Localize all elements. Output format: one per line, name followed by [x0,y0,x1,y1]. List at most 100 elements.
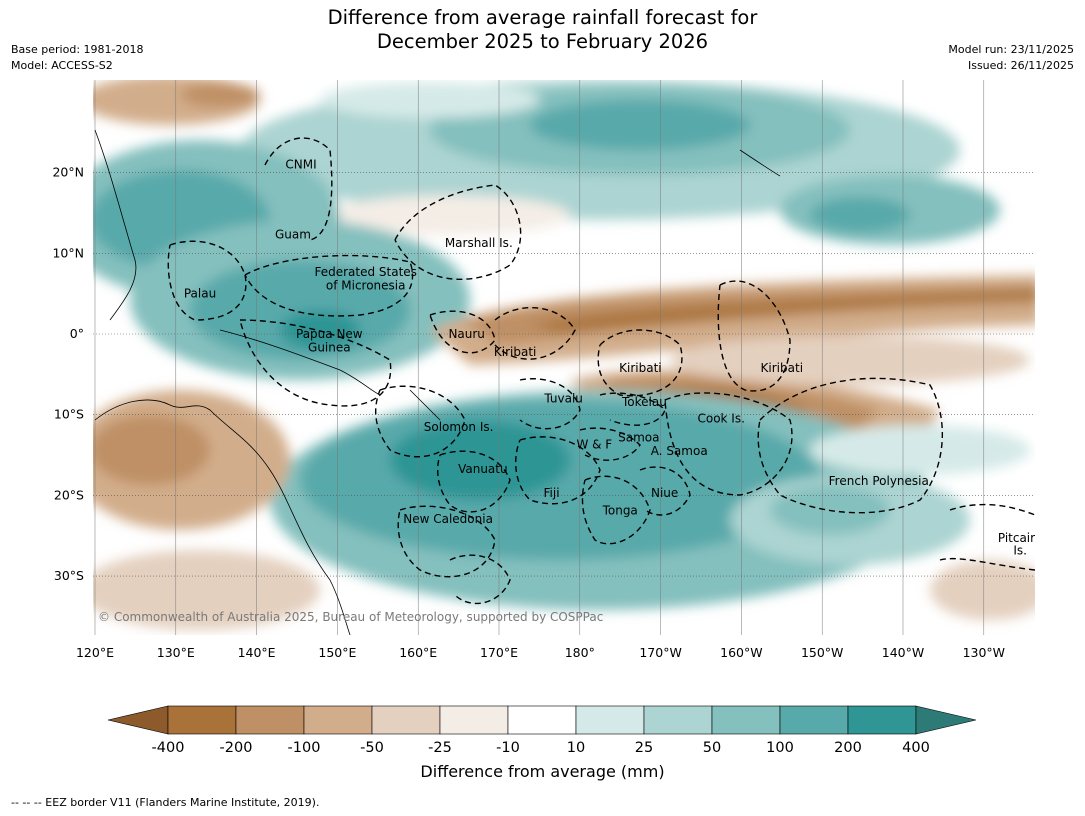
eez-borders [167,137,1035,605]
colorbar-tick-label: 10 [567,740,585,756]
issued-date: Issued: 26/11/2025 [967,59,1074,72]
eez-niue [639,466,691,516]
eez-norfolk [449,554,511,605]
colorbar-tick-label: -50 [360,740,384,756]
right-meta: Model run: 23/11/2025 Issued: 26/11/2025 [948,42,1074,74]
lon-tick-label: 140°E [238,645,276,660]
eez-new-caledonia [397,505,496,578]
rainfall-anomaly-fill [93,80,1035,630]
eez-wallis-samoa [579,427,641,461]
region-label: of Micronesia [326,279,406,293]
grid-lines [93,80,1035,635]
eez-fiji [515,436,601,505]
colorbar-extend-high [915,705,977,735]
longitude-ticks: 120°E 130°E 140°E 150°E 160°E 170°E 180° 170°W 1… [76,645,1005,660]
region-label: CNMI [285,158,316,172]
eez-footnote: -- -- -- EEZ border V11 (Flanders Marine… [11,796,320,809]
colorbar-label: Difference from average (mm) [420,762,665,781]
colorbar-tick-label: -10 [496,740,520,756]
colorbar-tick-label: 25 [635,740,653,756]
colorbar-tick-label: -200 [220,740,253,756]
lon-tick-label: 130°W [963,645,1005,660]
lon-tick-label: 160°E [399,645,437,660]
lon-tick-label: 150°E [318,645,356,660]
region-label: Tokelau [621,395,667,409]
eez-palau [167,240,247,321]
map-title: Difference from average rainfall forecas… [0,6,1085,54]
rainfall-map: © Commonwealth of Australia 2025, Bureau… [52,80,1043,756]
eez-kiribati-line [717,280,791,392]
region-label: Guinea [308,341,351,355]
colorbar-segment [439,705,509,735]
region-label: Guam [275,228,311,242]
colorbar-segment [235,705,305,735]
colorbar-segment [167,705,237,735]
colorbar-segment [779,705,849,735]
region-label: Marshall Is. [445,236,513,250]
region-label: W & F [576,438,612,452]
solomon-coast [409,389,441,421]
colorbar: -400 -200 -100 -50 -25 -10 10 25 50 100 200 400 [107,705,977,756]
region-label: Solomon Is. [424,420,494,434]
title-line-1: Difference from average rainfall forecas… [327,6,758,29]
region-label: Tuvalu [543,392,583,406]
lat-tick-label: 0° [70,326,84,341]
latitude-ticks: 20°N 10°N 0° 10°S 20°S 30°S [52,165,84,583]
lon-tick-label: 160°W [720,645,762,660]
eez-solomon [375,385,466,458]
australia-coast [94,399,351,635]
colorbar-tick-label: 50 [703,740,721,756]
region-label: French Polynesia [829,474,929,488]
eez-cook [664,392,793,496]
lat-tick-label: 10°S [54,407,84,422]
new-guinea-coast [219,329,381,396]
colorbar-segment [643,705,713,735]
colorbar-extend-low [107,705,169,735]
model-name: Model: ACCESS-S2 [11,59,113,72]
lon-tick-label: 170°W [639,645,681,660]
lat-tick-label: 10°N [52,245,84,260]
colorbar-tick-label: 100 [766,740,794,756]
lat-tick-label: 30°S [54,568,84,583]
region-label: Federated States [314,265,416,279]
eez-tonga [581,475,651,545]
colorbar-segment [303,705,373,735]
lat-tick-label: 20°N [52,165,84,180]
region-label: Is. [1013,543,1027,557]
colorbar-tick-label: 200 [834,740,862,756]
eez-vanuatu [437,450,511,513]
region-label: Niue [651,486,678,500]
model-run: Model run: 23/11/2025 [948,43,1074,56]
lon-tick-label: 120°E [76,645,114,660]
eez-marshall [394,184,522,280]
coastlines [94,129,781,635]
region-label: Papua New [296,327,363,341]
lon-tick-label: 130°E [157,645,195,660]
lat-tick-label: 20°S [54,487,84,502]
eez-pitcairn [949,503,1035,516]
region-label: Kiribati [761,361,803,375]
colorbar-tick-label: -100 [288,740,321,756]
region-label: Fiji [544,486,560,500]
eez-pitcairn-south [939,557,1035,571]
colorbar-segment [847,705,917,735]
region-label: Palau [184,287,216,301]
region-label: Pitcairn [998,531,1043,545]
colorbar-tick-label: -400 [152,740,185,756]
colorbar-tick-label: 400 [902,740,930,756]
colorbar-segment [575,705,645,735]
region-label: Samoa [618,430,659,444]
eez-french-polynesia [757,377,944,514]
eez-kiribati-gilbert [494,307,576,360]
base-period: Base period: 1981-2018 [11,43,144,56]
map-area: © Commonwealth of Australia 2025, Bureau… [93,80,1043,635]
region-label: Vanuatu [458,462,508,476]
left-meta: Base period: 1981-2018 Model: ACCESS-S2 [11,42,143,74]
colorbar-tick-label: -25 [428,740,452,756]
copyright-notice: © Commonwealth of Australia 2025, Bureau… [98,610,603,624]
region-label: Kiribati [494,345,536,359]
region-label: Cook Is. [697,412,744,426]
eez-png [239,319,392,407]
region-label: New Caledonia [403,512,493,526]
